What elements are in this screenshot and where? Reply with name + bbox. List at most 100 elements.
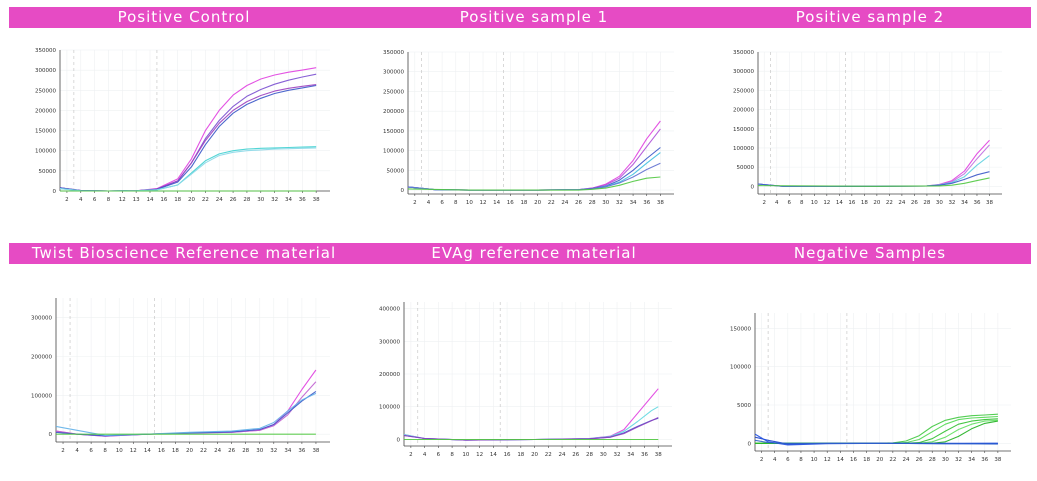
x-tick-label: 4 [775,200,779,206]
x-tick-label: 32 [948,200,955,206]
x-tick-label: 14 [144,448,151,454]
x-tick-label: 22 [548,200,555,206]
x-tick-label: 4 [79,197,83,203]
x-tick-label: 12 [480,200,487,206]
x-tick-label: 30 [257,197,264,203]
x-tick-label: 30 [256,448,263,454]
x-tick-label: 36 [298,448,305,454]
y-tick-label: 100000 [379,405,400,411]
y-tick-label: 150000 [383,129,404,135]
x-tick-label: 24 [559,452,566,458]
y-tick-label: 50000 [737,165,755,171]
x-tick-label: 12 [119,197,126,203]
x-tick-label: 18 [517,452,524,458]
banner-evag-reference: EVAg reference material [359,243,709,264]
y-tick-label: 0 [401,188,405,194]
y-tick-label: 200000 [35,108,56,114]
series-line [59,146,317,192]
y-tick-label: 50000 [387,168,405,174]
x-tick-label: 26 [916,457,923,463]
banner-positive-sample-1: Positive sample 1 [359,7,709,28]
x-tick-label: 20 [188,197,195,203]
y-tick-label: 250000 [35,88,56,94]
x-tick-label: 4 [75,448,79,454]
x-tick-label: 28 [589,200,596,206]
x-tick-label: 20 [534,200,541,206]
x-tick-label: 24 [902,457,909,463]
x-tick-label: 6 [440,200,444,206]
y-tick-label: 300000 [383,70,404,76]
x-tick-label: 32 [271,197,278,203]
x-tick-label: 22 [886,200,893,206]
y-tick-label: 350000 [383,50,404,56]
x-tick-label: 16 [158,448,165,454]
x-tick-label: 36 [981,457,988,463]
x-tick-label: 14 [493,200,500,206]
y-tick-label: 0 [49,432,53,438]
x-tick-label: 34 [285,197,292,203]
series-line [754,439,998,445]
x-tick-label: 12 [130,448,137,454]
x-tick-label: 10 [811,457,818,463]
x-tick-label: 34 [630,200,637,206]
x-tick-label: 8 [799,457,803,463]
x-tick-label: 16 [848,200,855,206]
x-tick-label: 26 [230,197,237,203]
x-tick-label: 38 [657,200,664,206]
series-line [59,84,317,192]
series-line [403,417,659,441]
x-tick-label: 20 [186,448,193,454]
series-line [59,73,317,192]
y-tick-label: 0 [751,184,755,190]
x-tick-label: 20 [876,457,883,463]
x-tick-label: 4 [773,457,777,463]
series-line [59,67,317,192]
x-tick-label: 2 [760,457,764,463]
x-tick-label: 4 [423,452,427,458]
chart-positive-sample-2: 0 50000 100000 150000 200000 250000 300000 3500… [733,50,1002,206]
y-tick-label: 0 [53,189,57,195]
series-line [407,120,661,191]
banner-positive-control: Positive Control [9,7,359,28]
x-tick-label: 2 [413,200,417,206]
chart-positive-sample-1: 0 50000 100000 150000 200000 250000 300000 3500… [383,50,674,206]
y-tick-label: 200000 [379,372,400,378]
x-tick-label: 12 [823,200,830,206]
x-tick-label: 36 [973,200,980,206]
series-line [403,417,659,441]
x-tick-label: 34 [968,457,975,463]
x-tick-label: 14 [147,197,154,203]
y-tick-label: 150000 [733,127,754,133]
series-line [407,147,661,191]
x-tick-label: 6 [786,457,790,463]
series-line [407,176,661,191]
x-tick-label: 12 [824,457,831,463]
chart-positive-control: 0 50000 100000 150000 200000 250000 300000 3500… [35,48,330,203]
y-tick-label: 5000 [737,403,751,409]
y-tick-label: 0 [748,441,752,447]
x-tick-label: 16 [507,200,514,206]
x-tick-label: 32 [955,457,962,463]
x-tick-label: 2 [763,200,767,206]
x-tick-label: 38 [655,452,662,458]
x-tick-label: 22 [202,197,209,203]
x-tick-label: 28 [929,457,936,463]
series-line [755,418,998,444]
x-tick-label: 8 [107,197,111,203]
x-tick-label: 30 [600,452,607,458]
x-tick-label: 28 [242,448,249,454]
x-tick-label: 8 [103,448,107,454]
x-tick-label: 14 [837,457,844,463]
x-tick-label: 30 [602,200,609,206]
x-tick-label: 18 [520,200,527,206]
x-tick-label: 10 [811,200,818,206]
x-tick-label: 32 [270,448,277,454]
y-tick-label: 200000 [733,108,754,114]
x-tick-label: 10 [466,200,473,206]
x-tick-label: 38 [994,457,1001,463]
x-tick-label: 6 [788,200,792,206]
x-tick-label: 36 [643,200,650,206]
y-tick-label: 300000 [733,69,754,75]
